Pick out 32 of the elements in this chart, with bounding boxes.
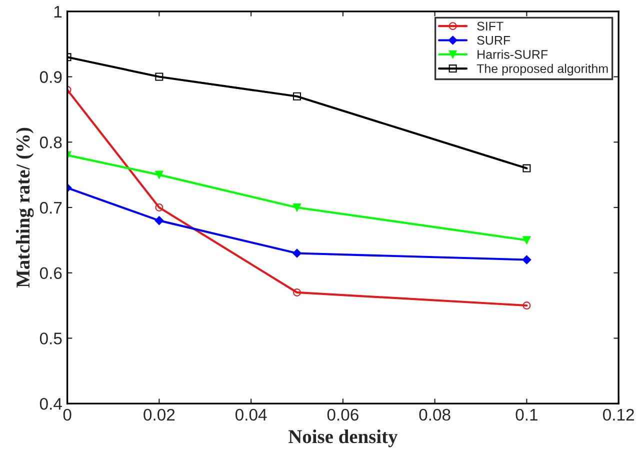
x-axis-title: Noise density <box>288 430 398 448</box>
point <box>154 216 164 225</box>
point <box>522 236 531 244</box>
x-tick-label: 0 <box>63 408 72 421</box>
point <box>293 288 301 296</box>
legend-label: SIFT <box>477 22 504 31</box>
x-tick-label: 0.1 <box>516 408 538 421</box>
y-tick-label: 0.8 <box>40 136 62 148</box>
x-tick-label: 0.08 <box>419 408 450 421</box>
y-tick-label: 0.4 <box>40 398 62 410</box>
y-tick-label: 0.9 <box>40 71 62 83</box>
point <box>522 255 532 264</box>
legend-label: SURF <box>477 36 510 45</box>
point <box>522 164 531 172</box>
x-tick-label: 0.02 <box>144 408 175 421</box>
y-tick-label: 0.7 <box>40 202 62 214</box>
point <box>293 92 301 100</box>
point <box>155 170 164 179</box>
point <box>293 203 301 212</box>
y-axis-title: Matching rate/ (%) <box>16 128 34 288</box>
point <box>155 72 164 81</box>
legend-label: Harris-SURF <box>478 50 548 59</box>
y-tick-label: 1 <box>54 6 62 18</box>
x-tick-label: 0.04 <box>235 408 267 421</box>
legend-label: The proposed algorithm <box>476 64 608 76</box>
point <box>292 248 302 258</box>
point <box>522 302 531 310</box>
y-tick-label: 0.5 <box>40 332 62 344</box>
point <box>155 203 164 212</box>
x-tick-label: 0.06 <box>327 408 358 421</box>
x-tick-label: 0.12 <box>603 408 634 421</box>
y-tick-label: 0.6 <box>40 267 62 280</box>
